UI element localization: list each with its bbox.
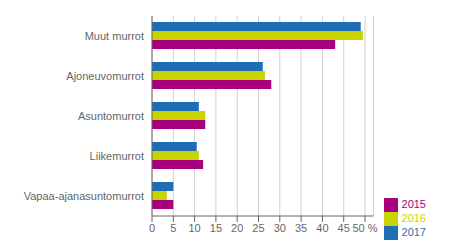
svg-text:0: 0	[149, 222, 155, 234]
svg-text:50 %: 50 %	[352, 222, 377, 234]
svg-text:10: 10	[188, 222, 200, 234]
svg-text:Liikemurrot: Liikemurrot	[90, 150, 144, 162]
svg-text:Asuntomurrot: Asuntomurrot	[78, 110, 144, 122]
svg-text:45: 45	[338, 222, 350, 234]
svg-text:20: 20	[231, 222, 243, 234]
svg-text:Muut murrot: Muut murrot	[85, 30, 144, 42]
html-text:2016: 2016	[401, 211, 426, 224]
svg-text:Ajoneuvomurrot: Ajoneuvomurrot	[66, 70, 144, 82]
svg-text:25: 25	[252, 222, 264, 234]
html-text:2015: 2015	[401, 197, 426, 210]
svg-text:Vapaa-ajanasuntomurrot: Vapaa-ajanasuntomurrot	[24, 190, 144, 202]
html-text:2017: 2017	[401, 225, 426, 238]
svg-text:40: 40	[316, 222, 328, 234]
svg-text:5: 5	[170, 222, 176, 234]
svg-text:15: 15	[210, 222, 222, 234]
svg-text:35: 35	[295, 222, 307, 234]
svg-text:30: 30	[274, 222, 286, 234]
